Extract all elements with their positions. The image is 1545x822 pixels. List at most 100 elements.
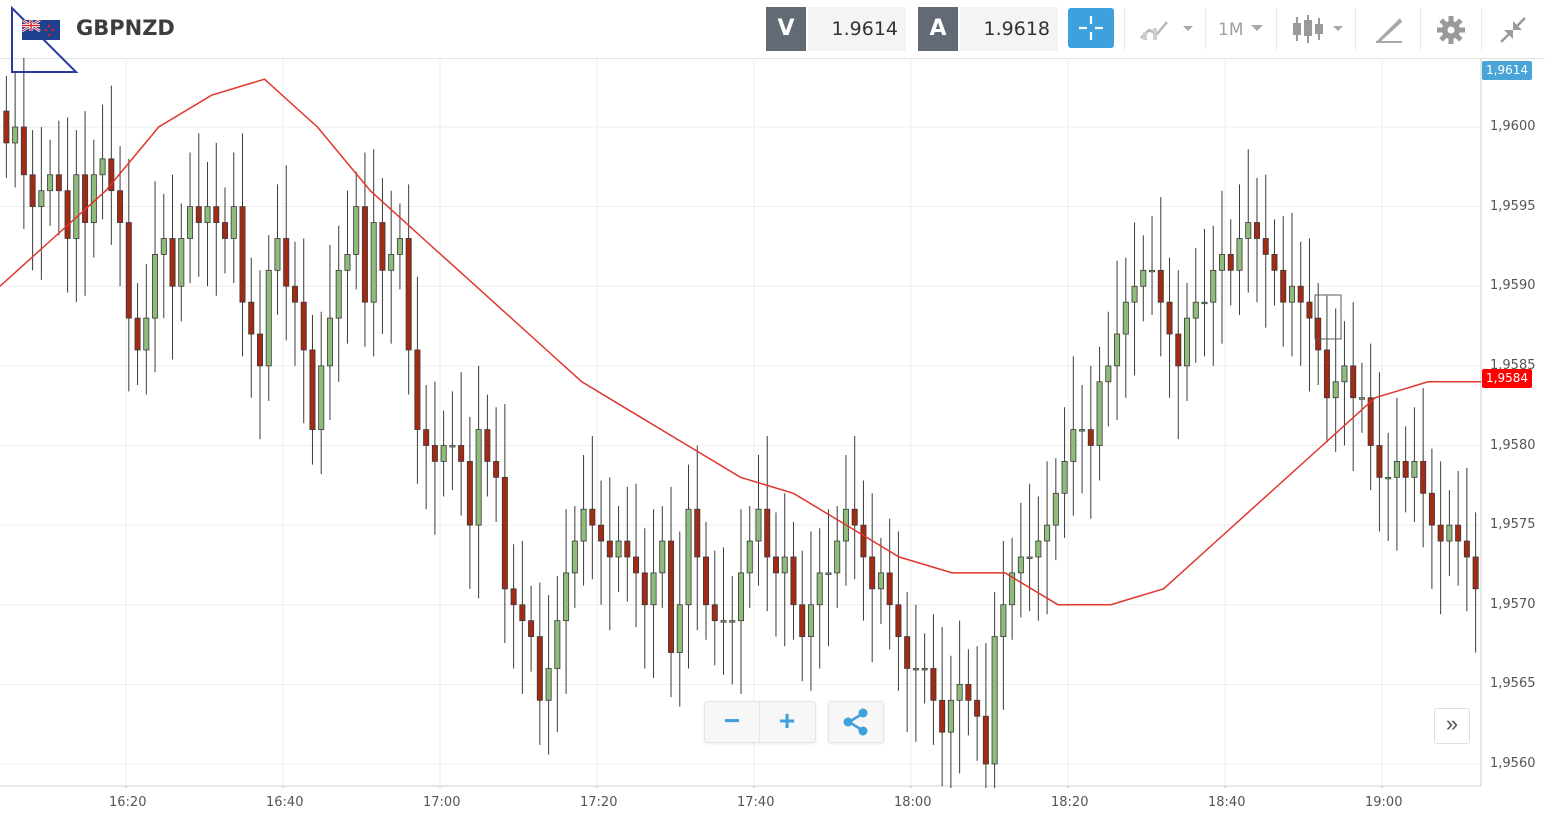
candle-down[interactable] [125,222,132,319]
candle-up[interactable] [825,572,832,575]
candle-up[interactable] [326,317,333,367]
sell-label[interactable]: V [766,7,806,51]
candle-up[interactable] [921,668,928,671]
candle-down[interactable] [641,572,648,606]
candle-down[interactable] [598,524,605,542]
candle-up[interactable] [956,683,963,701]
candle-up[interactable] [396,238,403,255]
zoom-in-button[interactable]: + [778,705,796,736]
candle-down[interactable] [64,190,71,239]
candle-down[interactable] [606,540,613,558]
candle-down[interactable] [108,158,115,192]
candle-down[interactable] [1175,333,1182,367]
candle-up[interactable] [12,126,19,144]
candle-down[interactable] [589,508,596,526]
crosshair-button[interactable] [1068,8,1114,48]
candle-down[interactable] [3,110,10,144]
candle-down[interactable] [213,206,220,223]
candle-down[interactable] [1455,524,1462,542]
candle-down[interactable] [1472,556,1479,590]
candle-up[interactable] [834,540,841,574]
candle-up[interactable] [1105,365,1112,383]
candle-up[interactable] [571,540,578,574]
candle-up[interactable] [1149,269,1156,273]
candle-up[interactable] [344,253,351,271]
candle-down[interactable] [195,206,202,223]
candle-up[interactable] [685,508,692,606]
candle-up[interactable] [1122,301,1129,335]
candle-down[interactable] [361,206,368,303]
candle-down[interactable] [790,556,797,606]
candle-down[interactable] [764,508,771,558]
candle-up[interactable] [615,540,622,558]
candle-up[interactable] [1079,429,1086,432]
candle-up[interactable] [746,540,753,574]
candle-down[interactable] [431,445,438,462]
candle-down[interactable] [703,556,710,606]
candle-down[interactable] [860,524,867,558]
candle-up[interactable] [204,206,211,223]
candle-up[interactable] [1210,269,1217,303]
candle-up[interactable] [1000,604,1007,638]
candle-down[interactable] [1323,349,1330,399]
candle-up[interactable] [388,253,395,271]
candle-up[interactable] [947,699,954,733]
candle-down[interactable] [1463,540,1470,558]
candle-down[interactable] [528,620,535,637]
candle-down[interactable] [1280,269,1287,303]
candle-down[interactable] [484,429,491,462]
candle-up[interactable] [807,604,814,638]
candle-down[interactable] [536,636,543,701]
candle-down[interactable] [895,604,902,638]
candle-down[interactable] [668,540,675,653]
candle-up[interactable] [1070,429,1077,462]
candle-up[interactable] [1052,492,1059,526]
candle-up[interactable] [1219,253,1226,271]
candle-up[interactable] [650,572,657,606]
candle-down[interactable] [309,349,316,430]
scroll-right-button[interactable]: » [1434,708,1470,744]
candle-down[interactable] [886,572,893,606]
candle-up[interactable] [580,508,587,542]
candle-down[interactable] [1253,222,1260,239]
candle-up[interactable] [265,269,272,367]
candles-button[interactable] [1276,8,1355,50]
candle-up[interactable] [1009,572,1016,606]
price-chart[interactable] [0,58,1545,788]
candle-up[interactable] [1140,269,1147,287]
zoom-out-button[interactable]: − [705,702,760,742]
candle-up[interactable] [1332,381,1339,399]
candle-up[interactable] [1446,524,1453,542]
buy-price[interactable]: 1.9618 [960,7,1058,51]
candle-up[interactable] [720,620,727,623]
candle-down[interactable] [169,238,176,287]
candle-up[interactable] [545,668,552,701]
chart-type-button[interactable] [1124,8,1205,50]
candle-down[interactable] [1437,524,1444,542]
candle-up[interactable] [143,317,150,351]
candle-down[interactable] [1306,301,1313,319]
candle-down[interactable] [869,556,876,590]
candle-down[interactable] [20,126,27,176]
share-button[interactable] [828,701,884,743]
candle-down[interactable] [694,508,701,558]
candle-up[interactable] [1184,317,1191,367]
candle-up[interactable] [90,174,97,223]
candle-down[interactable] [1367,397,1374,446]
candle-up[interactable] [738,572,745,622]
drawing-tools-button[interactable] [1355,8,1420,50]
candle-up[interactable] [729,620,736,623]
candle-down[interactable] [519,604,526,622]
candle-up[interactable] [877,572,884,590]
candle-up[interactable] [1288,285,1295,303]
candle-down[interactable] [414,349,421,430]
candle-down[interactable] [248,301,255,335]
candle-down[interactable] [930,668,937,701]
candle-up[interactable] [1192,301,1199,319]
candle-up[interactable] [1017,556,1024,574]
candle-up[interactable] [1411,461,1418,478]
candle-up[interactable] [440,445,447,462]
candle-up[interactable] [274,238,281,271]
candle-down[interactable] [1402,461,1409,478]
candle-down[interactable] [982,715,989,765]
